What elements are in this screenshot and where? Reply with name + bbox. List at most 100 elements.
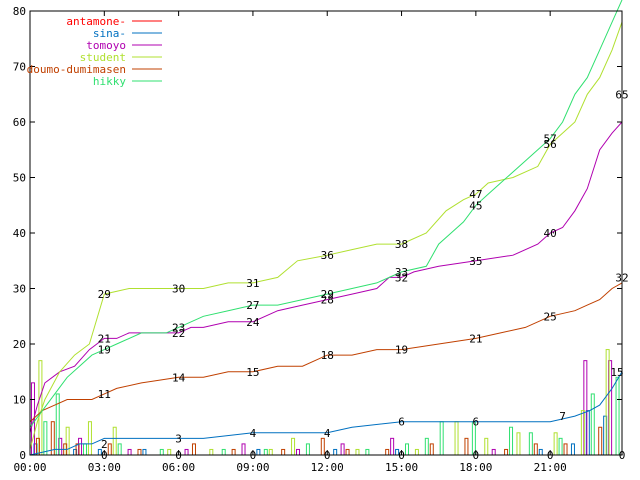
bar-hikky-11: [439, 421, 444, 456]
bar-doumo-dumimasen-12: [429, 443, 434, 456]
data-label-doumo-dumimasen-0: 11: [98, 388, 111, 401]
y-tick-label-0: 0: [19, 449, 26, 462]
data-label-tomoyo-6: 40: [544, 227, 557, 240]
bar-student-8: [355, 448, 360, 456]
bar-tomoyo-8: [390, 437, 395, 456]
bar-sina-7: [538, 448, 543, 456]
data-label-tomoyo-3: 28: [321, 294, 334, 307]
bar-tomoyo-6: [296, 448, 301, 456]
x-tick-label-3: 09:00: [236, 461, 269, 474]
bar-hikky-15: [558, 437, 563, 456]
bar-student-6: [268, 448, 273, 456]
bar-doumo-dumimasen-10: [345, 448, 350, 456]
data-label-antamone-5: 0: [473, 449, 480, 462]
legend-label-student: student: [80, 51, 126, 64]
x-tick-label-7: 21:00: [534, 461, 567, 474]
data-label-hikky-4: 33: [395, 266, 408, 279]
x-tick-label-2: 06:00: [162, 461, 195, 474]
bar-tomoyo-7: [340, 443, 345, 456]
data-label-student-3: 36: [321, 249, 334, 262]
data-label-tomoyo-4: 32: [395, 271, 408, 284]
bar-hikky-13: [509, 426, 514, 456]
data-label-antamone-1: 0: [175, 449, 182, 462]
bar-hikky-4: [159, 448, 164, 456]
bar-student-9: [414, 448, 419, 456]
bar-sina-8: [570, 443, 575, 456]
bar-hikky-14: [528, 432, 533, 456]
data-label-doumo-dumimasen-4: 19: [395, 344, 408, 357]
bar-student-3: [112, 426, 117, 456]
y-tick-label-7: 70: [13, 61, 26, 74]
data-label-doumo-dumimasen-1: 14: [172, 371, 186, 384]
bar-student-11: [484, 437, 489, 456]
bar-doumo-dumimasen-14: [504, 448, 509, 456]
bar-doumo-dumimasen-16: [563, 443, 568, 456]
series-line-hikky: [29, 0, 623, 428]
bar-student-5: [209, 448, 214, 456]
data-label-antamone-4: 0: [398, 449, 405, 462]
bar-sina-4: [256, 448, 261, 456]
data-label-sina-5: 6: [473, 416, 480, 429]
bar-hikky-6: [263, 448, 268, 456]
bar-hikky-3: [117, 443, 122, 456]
bar-sina-3: [142, 448, 147, 456]
bar-student-7: [291, 437, 296, 456]
data-label-doumo-dumimasen-2: 15: [246, 366, 259, 379]
bar-doumo-dumimasen-7: [231, 448, 236, 456]
data-label-tomoyo-1: 22: [172, 327, 185, 340]
legend-label-doumo-dumimasen: doumo-dumimasen: [27, 63, 126, 76]
data-label-antamone-7: 0: [619, 449, 626, 462]
bar-student-15: [605, 349, 610, 456]
data-label-doumo-dumimasen-7: 32: [615, 271, 628, 284]
bar-hikky-5: [221, 448, 226, 456]
bar-hikky-10: [424, 437, 429, 456]
bar-hikky-9: [405, 443, 410, 456]
data-label-tomoyo-2: 24: [246, 316, 260, 329]
data-label-hikky-7: 82: [615, 0, 628, 1]
y-tick-label-8: 80: [13, 5, 26, 18]
data-label-hikky-0: 19: [98, 344, 111, 357]
legend-label-antamone: antamone-: [66, 15, 126, 28]
series-line-tomoyo: [29, 121, 623, 433]
x-tick-label-4: 12:00: [311, 461, 344, 474]
bar-doumo-dumimasen-6: [191, 443, 196, 456]
data-label-student-2: 31: [246, 277, 259, 290]
data-label-hikky-3: 29: [321, 288, 334, 301]
data-label-antamone-3: 0: [324, 449, 331, 462]
bar-hikky-17: [615, 376, 620, 456]
bar-hikky-8: [365, 448, 370, 456]
bar-student-14: [580, 410, 585, 456]
y-tick-label-1: 10: [13, 394, 26, 407]
data-label-hikky-6: 57: [544, 133, 557, 146]
bar-doumo-dumimasen-11: [385, 448, 390, 456]
data-label-hikky-1: 23: [172, 321, 185, 334]
legend-label-tomoyo: tomoyo: [86, 39, 126, 52]
x-tick-label-6: 18:00: [459, 461, 492, 474]
data-label-hikky-5: 45: [469, 199, 482, 212]
data-label-tomoyo-7: 65: [615, 88, 628, 101]
bar-doumo-dumimasen-13: [464, 437, 469, 456]
y-tick-label-3: 30: [13, 283, 26, 296]
data-label-doumo-dumimasen-5: 21: [469, 332, 482, 345]
bar-doumo-dumimasen-8: [281, 448, 286, 456]
bar-doumo-dumimasen-17: [598, 426, 603, 456]
bar-student-2: [87, 421, 92, 456]
series-line-student: [29, 21, 623, 450]
data-label-antamone-0: 0: [101, 449, 108, 462]
bar-doumo-dumimasen-15: [533, 443, 538, 456]
data-label-sina-1: 3: [175, 432, 182, 445]
data-label-antamone-2: 0: [250, 449, 257, 462]
bar-tomoyo-4: [184, 448, 189, 456]
data-label-doumo-dumimasen-6: 25: [544, 310, 557, 323]
data-label-sina-6: 7: [559, 410, 566, 423]
bar-hikky-7: [305, 443, 310, 456]
data-label-sina-0: 2: [101, 438, 108, 451]
legend-label-sina: sina-: [93, 27, 126, 40]
bar-sina-5: [333, 448, 338, 456]
x-tick-label-0: 00:00: [13, 461, 46, 474]
bar-student-13: [553, 432, 558, 456]
bar-doumo-dumimasen-5: [137, 448, 142, 456]
data-label-student-0: 29: [98, 288, 111, 301]
